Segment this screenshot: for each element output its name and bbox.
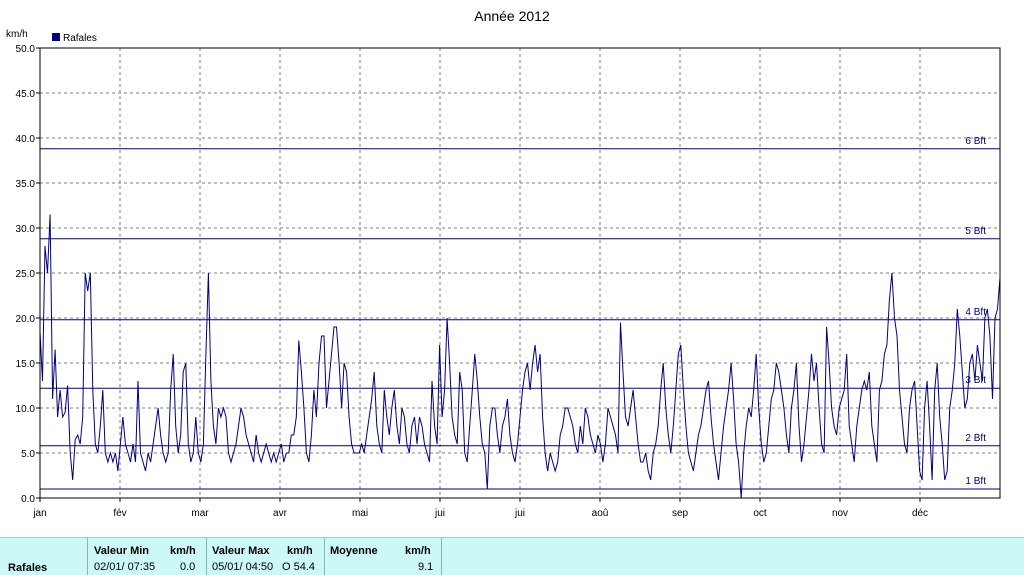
stats-row-label: Rafales (8, 562, 48, 574)
y-tick-label: 30.0 (16, 224, 36, 235)
stats-panel: Rafales Valeur Min km/h 02/01/ 07:35 0.0… (0, 537, 1024, 575)
beaufort-label: 6 Bft (965, 136, 986, 147)
y-tick-label: 20.0 (16, 314, 36, 325)
x-axis-ticks: jan fév mar avr mai jui jui aoû sep oct nov déc (32, 498, 928, 519)
stats-separator (324, 538, 325, 575)
y-tick-label: 50.0 (16, 44, 36, 55)
beaufort-label: 4 Bft (965, 307, 986, 318)
mean-value: 9.1 (418, 561, 434, 573)
min-date: 02/01/ 07:35 (94, 561, 156, 573)
x-tick-label: fév (113, 508, 126, 519)
max-unit-header: km/h (287, 545, 313, 557)
x-tick-label: avr (273, 508, 288, 519)
legend-label-rafales: Rafales (63, 33, 97, 44)
stats-separator (87, 538, 88, 575)
x-tick-label: aoû (592, 508, 609, 519)
min-header: Valeur Min (94, 545, 150, 557)
stats-separator (441, 538, 442, 575)
y-tick-label: 15.0 (16, 359, 36, 370)
y-tick-label: 35.0 (16, 179, 36, 190)
x-tick-label: oct (753, 508, 767, 519)
chart-title: Année 2012 (474, 8, 550, 24)
beaufort-reference-lines: 1 Bft 2 Bft 3 Bft 4 Bft 5 Bft 6 Bft (40, 136, 1000, 490)
y-tick-label: 10.0 (16, 404, 36, 415)
y-tick-label: 25.0 (16, 269, 36, 280)
y-axis-unit: km/h (6, 29, 28, 40)
y-tick-label: 0.0 (21, 494, 35, 505)
x-tick-label: mai (352, 508, 368, 519)
mean-header: Moyenne (330, 545, 378, 557)
y-tick-label: 5.0 (21, 449, 35, 460)
series-rafales (39, 214, 1001, 499)
max-value: O 54.4 (282, 561, 316, 573)
beaufort-label: 2 Bft (965, 433, 986, 444)
chart-grid (40, 48, 1000, 498)
x-tick-label: jan (32, 508, 46, 519)
mean-unit-header: km/h (405, 545, 431, 557)
x-tick-label: mar (191, 508, 209, 519)
max-date: 05/01/ 04:50 (212, 561, 274, 573)
y-axis-ticks: 0.0 5.0 10.0 15.0 20.0 25.0 30.0 35.0 40.0 45.0 50… (16, 44, 40, 505)
series-line-rafales (39, 214, 1001, 499)
y-tick-label: 45.0 (16, 89, 36, 100)
y-tick-label: 40.0 (16, 134, 36, 145)
beaufort-label: 3 Bft (965, 375, 986, 386)
x-tick-label: jui (434, 508, 445, 519)
beaufort-label: 5 Bft (965, 226, 986, 237)
x-tick-label: déc (912, 508, 928, 519)
stats-separator (206, 538, 207, 575)
min-value: 0.0 (180, 561, 196, 573)
x-tick-label: nov (832, 508, 848, 519)
x-tick-label: sep (672, 508, 689, 519)
legend-swatch-rafales (52, 33, 60, 41)
beaufort-label: 1 Bft (965, 476, 986, 487)
chart-area: 1 Bft 2 Bft 3 Bft 4 Bft 5 Bft 6 Bft 0.0 5.0 10.… (6, 8, 1001, 519)
max-header: Valeur Max (212, 545, 270, 557)
x-tick-label: jui (514, 508, 525, 519)
min-unit-header: km/h (170, 545, 196, 557)
